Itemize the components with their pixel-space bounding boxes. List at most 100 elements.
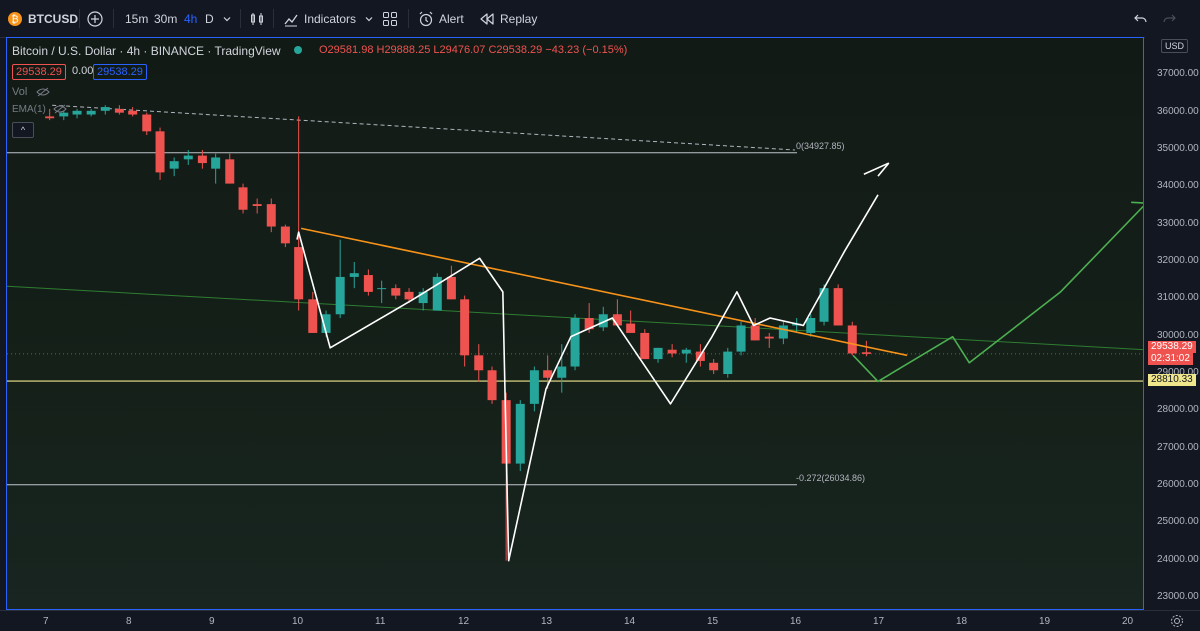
- candle-body-5: [114, 108, 124, 113]
- candle-body-46: [681, 349, 691, 354]
- chevron-down-icon: [365, 16, 373, 21]
- candle-body-10: [183, 155, 193, 160]
- candle-body-6: [128, 110, 138, 115]
- collapse-legend-button[interactable]: ^: [12, 122, 34, 138]
- ema-indicator-label[interactable]: EMA(1): [12, 104, 67, 115]
- fib-level-0-label: 0(34927.85): [796, 140, 845, 151]
- time-tick: 8: [126, 616, 132, 627]
- ohlc-values: O29581.98 H29888.25 L29476.07 C29538.29 …: [319, 44, 627, 56]
- candle-body-26: [404, 291, 414, 300]
- alert-button[interactable]: Alert: [418, 0, 464, 37]
- green-projection-path: [852, 205, 1143, 383]
- time-tick: 7: [43, 616, 49, 627]
- sell-price-button[interactable]: 29538.29: [12, 64, 66, 80]
- replay-button[interactable]: Replay: [479, 0, 537, 37]
- candle-body-35: [529, 370, 539, 404]
- price-chart[interactable]: [7, 38, 1144, 610]
- interval-15m-label: 15m: [125, 11, 149, 26]
- symbol-label: BTCUSD: [28, 11, 78, 26]
- time-tick: 17: [873, 616, 885, 627]
- gear-icon[interactable]: [1170, 614, 1184, 628]
- price-tick: 26000.00: [1157, 479, 1199, 490]
- chart-type-button[interactable]: [249, 0, 265, 37]
- toolbar-divider: [79, 9, 80, 28]
- legend-title: Bitcoin / U.S. Dollar · 4h · BINANCE · T…: [12, 44, 281, 58]
- indicators-label: Indicators: [304, 11, 357, 26]
- candle-body-7: [142, 114, 152, 132]
- current-price-tag: 29538.29: [1148, 340, 1196, 353]
- price-tick: 30000.00: [1157, 329, 1199, 341]
- chevron-down-icon: [223, 16, 231, 21]
- time-tick: 18: [956, 616, 968, 627]
- interval-30m[interactable]: 30m: [154, 0, 177, 37]
- price-tick: 23000.00: [1157, 591, 1199, 602]
- candle-body-16: [266, 204, 276, 227]
- candle-body-32: [487, 370, 497, 401]
- time-tick: 19: [1039, 616, 1051, 627]
- price-tick: 37000.00: [1157, 68, 1199, 80]
- undo-icon: [1134, 14, 1147, 22]
- eye-hidden-icon: [36, 87, 51, 97]
- candle-body-41: [612, 314, 622, 326]
- replay-label: Replay: [500, 11, 538, 26]
- interval-dropdown[interactable]: [222, 0, 232, 37]
- candle-body-36: [543, 370, 553, 378]
- candle-body-24: [377, 288, 387, 290]
- candle-body-22: [349, 273, 359, 277]
- symbol-search[interactable]: ₿ BTCUSD: [8, 0, 78, 37]
- spread-value: 0.00: [72, 65, 94, 77]
- bar-countdown-tag: 02:31:02: [1148, 352, 1193, 365]
- candle-body-38: [570, 318, 580, 367]
- compare-button[interactable]: [87, 0, 103, 37]
- redo-button[interactable]: [1161, 0, 1177, 37]
- layouts-button[interactable]: [382, 0, 398, 37]
- candle-body-3: [86, 110, 96, 115]
- candle-body-19: [308, 299, 318, 333]
- candle-body-23: [363, 275, 373, 292]
- price-axis[interactable]: 37000.00 36000.00 35000.00 34000.00 33000.00…: [1145, 37, 1200, 610]
- bitcoin-logo-icon: ₿: [8, 11, 22, 26]
- interval-4h-label: 4h: [184, 11, 198, 26]
- interval-15m[interactable]: 15m: [125, 0, 148, 37]
- candle-body-58: [847, 325, 857, 354]
- time-tick: 10: [292, 616, 304, 627]
- chart-pane[interactable]: Bitcoin / U.S. Dollar · 4h · BINANCE · T…: [6, 37, 1144, 610]
- candle-body-43: [640, 332, 650, 360]
- candle-body-48: [709, 362, 719, 371]
- interval-d-label: D: [205, 11, 214, 26]
- currency-label[interactable]: USD: [1161, 39, 1189, 53]
- time-tick: 12: [458, 616, 470, 627]
- candle-body-18: [294, 247, 304, 300]
- candle-body-55: [806, 318, 816, 333]
- candle-body-34: [515, 403, 525, 464]
- dashed-fib-trendline: [52, 104, 796, 151]
- candle-body-56: [819, 288, 829, 322]
- candle-body-59: [861, 352, 871, 354]
- candle-body-11: [197, 155, 207, 164]
- grid-layout-icon: [383, 11, 397, 26]
- volume-indicator-label[interactable]: Vol: [12, 86, 51, 98]
- undo-button[interactable]: [1133, 0, 1149, 37]
- candle-body-51: [750, 325, 760, 341]
- indicators-dropdown[interactable]: [364, 0, 374, 37]
- toolbar-divider: [273, 9, 274, 28]
- time-tick: 16: [790, 616, 802, 627]
- price-tick: 29000.00: [1157, 367, 1199, 378]
- candle-body-44: [653, 347, 663, 360]
- support-level-tag: 28810.33: [1148, 374, 1196, 387]
- buy-price-button[interactable]: 29538.29: [93, 64, 147, 80]
- candle-body-29: [446, 276, 456, 300]
- candle-body-25: [391, 288, 401, 296]
- rewind-icon: [480, 12, 494, 25]
- candles-icon: [251, 12, 263, 25]
- price-tick: 27000.00: [1157, 441, 1199, 453]
- interval-d[interactable]: D: [205, 0, 214, 37]
- interval-4h[interactable]: 4h: [184, 0, 197, 37]
- ohlc-close: C29538.29: [488, 44, 543, 56]
- candle-body-28: [432, 276, 442, 311]
- time-tick: 15: [707, 616, 719, 627]
- time-tick: 13: [541, 616, 553, 627]
- candle-body-20: [321, 314, 331, 333]
- indicators-button[interactable]: Indicators: [283, 0, 356, 37]
- time-axis[interactable]: 7 8 9 10 11 12 13 14 15 16 17 18 19 20: [0, 610, 1200, 631]
